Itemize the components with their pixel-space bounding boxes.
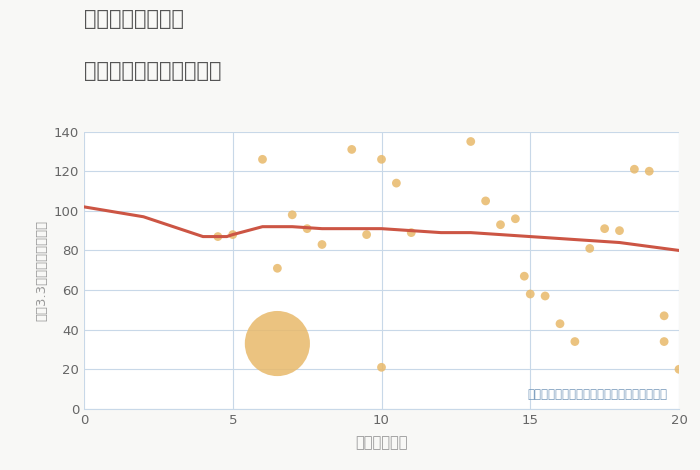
Point <box>495 221 506 228</box>
Text: 円の大きさは、取引のあった物件面積を示す: 円の大きさは、取引のあった物件面積を示す <box>527 388 667 400</box>
Text: 駅距離別中古戸建て価格: 駅距離別中古戸建て価格 <box>84 61 221 81</box>
Point <box>554 320 566 328</box>
Point <box>599 225 610 233</box>
Point <box>212 233 223 240</box>
Point <box>540 292 551 300</box>
Point <box>272 265 283 272</box>
Point <box>346 146 357 153</box>
Point <box>257 156 268 163</box>
Point <box>376 364 387 371</box>
Point <box>391 180 402 187</box>
Point <box>272 340 283 347</box>
Point <box>629 165 640 173</box>
X-axis label: 駅距離（分）: 駅距離（分） <box>355 435 407 450</box>
Point <box>584 245 595 252</box>
Point <box>287 211 298 219</box>
Point <box>510 215 521 222</box>
Point <box>316 241 328 248</box>
Text: 千葉県柏市箕輪の: 千葉県柏市箕輪の <box>84 9 184 30</box>
Point <box>569 338 580 345</box>
Point <box>302 225 313 233</box>
Y-axis label: 坪（3.3㎡）単価（万円）: 坪（3.3㎡）単価（万円） <box>35 219 48 321</box>
Point <box>519 273 530 280</box>
Point <box>614 227 625 235</box>
Point <box>525 290 536 298</box>
Point <box>659 312 670 320</box>
Point <box>406 229 417 236</box>
Point <box>480 197 491 205</box>
Point <box>644 167 655 175</box>
Point <box>673 366 685 373</box>
Point <box>659 338 670 345</box>
Point <box>376 156 387 163</box>
Point <box>227 231 238 238</box>
Point <box>465 138 476 145</box>
Point <box>361 231 372 238</box>
